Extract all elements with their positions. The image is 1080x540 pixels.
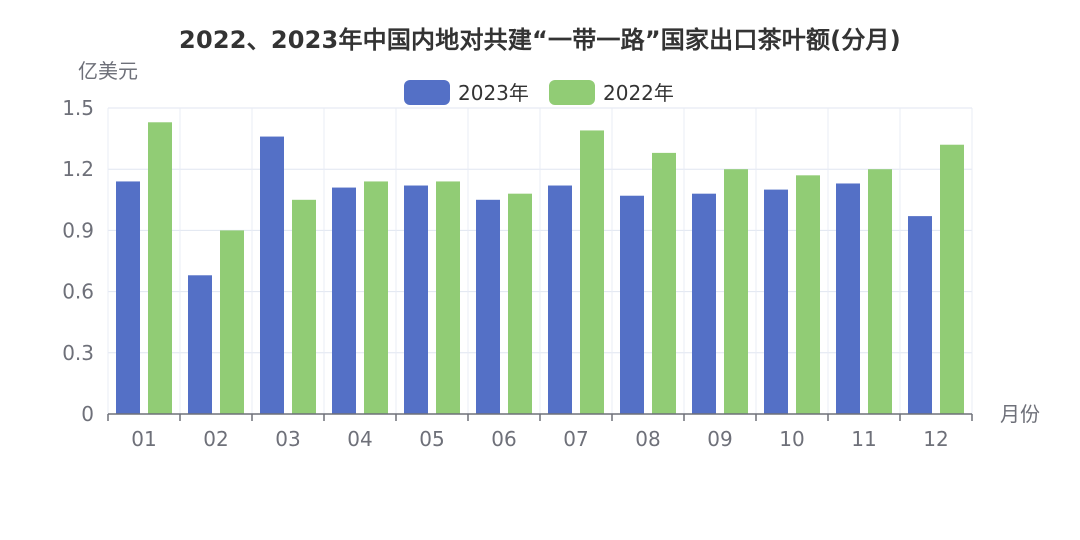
- x-tick-label: 01: [131, 427, 156, 451]
- bar-03-series-2[interactable]: [292, 199, 316, 414]
- bar-11-series-1[interactable]: [836, 183, 860, 414]
- bar-07-series-1[interactable]: [548, 185, 572, 414]
- y-tick-label: 0.3: [62, 341, 94, 365]
- bar-09-series-1[interactable]: [692, 193, 716, 414]
- bar-10-series-1[interactable]: [764, 189, 788, 414]
- bar-03-series-1[interactable]: [260, 136, 284, 414]
- bar-05-series-1[interactable]: [404, 185, 428, 414]
- bar-01-series-2[interactable]: [148, 122, 172, 414]
- bar-10-series-2[interactable]: [796, 175, 820, 414]
- y-tick-label: 1.5: [62, 96, 94, 120]
- x-tick-label: 04: [347, 427, 372, 451]
- legend-label: 2023年: [458, 81, 529, 105]
- chart-title: 2022、2023年中国内地对共建“一带一路”国家出口茶叶额(分月): [179, 26, 901, 54]
- x-tick-label: 05: [419, 427, 444, 451]
- y-tick-label: 1.2: [62, 157, 94, 181]
- legend-item-2[interactable]: 2022年: [549, 80, 674, 105]
- legend-swatch: [404, 80, 450, 105]
- bar-04-series-2[interactable]: [364, 181, 388, 414]
- legend-label: 2022年: [603, 81, 674, 105]
- x-tick-label: 11: [851, 427, 876, 451]
- bar-06-series-2[interactable]: [508, 193, 532, 414]
- bar-08-series-1[interactable]: [620, 195, 644, 414]
- bar-12-series-1[interactable]: [908, 216, 932, 414]
- y-tick-label: 0: [81, 402, 94, 426]
- x-tick-label: 02: [203, 427, 228, 451]
- bar-07-series-2[interactable]: [580, 130, 604, 414]
- legend-item-1[interactable]: 2023年: [404, 80, 529, 105]
- x-tick-label: 03: [275, 427, 300, 451]
- bar-08-series-2[interactable]: [652, 152, 676, 414]
- x-tick-label: 08: [635, 427, 660, 451]
- x-tick-label: 12: [923, 427, 948, 451]
- bars-layer: [116, 122, 964, 414]
- bar-11-series-2[interactable]: [868, 169, 892, 414]
- bar-01-series-1[interactable]: [116, 181, 140, 414]
- x-tick-label: 10: [779, 427, 804, 451]
- x-tick-label: 06: [491, 427, 516, 451]
- bar-09-series-2[interactable]: [724, 169, 748, 414]
- bar-02-series-2[interactable]: [220, 230, 244, 414]
- legend: 2023年 2022年: [404, 80, 674, 105]
- x-tick-label: 07: [563, 427, 588, 451]
- bar-05-series-2[interactable]: [436, 181, 460, 414]
- bar-02-series-1[interactable]: [188, 275, 212, 414]
- bar-06-series-1[interactable]: [476, 199, 500, 414]
- y-tick-label: 0.6: [62, 280, 94, 304]
- x-axis-label: 月份: [1000, 402, 1040, 426]
- x-tick-label: 09: [707, 427, 732, 451]
- axis-layer: 01 02 03 04 05 06 07 08 09 10 11 12 0 0.3 0.6 0.9 1.2 1.5…: [62, 59, 1040, 451]
- bar-04-series-1[interactable]: [332, 187, 356, 414]
- y-tick-label: 0.9: [62, 218, 94, 242]
- bar-12-series-2[interactable]: [940, 144, 964, 414]
- grid-layer: [107, 107, 973, 414]
- y-axis-label: 亿美元: [78, 59, 138, 83]
- legend-swatch: [549, 80, 595, 105]
